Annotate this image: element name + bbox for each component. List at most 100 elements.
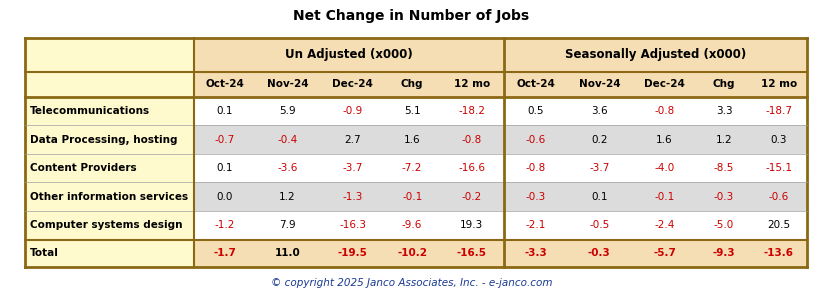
Bar (567, 154, 632, 182)
Bar (751, 71, 807, 97)
Text: Total: Total (30, 248, 58, 258)
Text: 5.9: 5.9 (279, 106, 295, 116)
Text: -5.0: -5.0 (714, 220, 734, 230)
Bar (320, 240, 385, 267)
Bar (632, 240, 697, 267)
Text: 0.1: 0.1 (591, 192, 607, 202)
Bar (385, 211, 439, 240)
Text: 1.2: 1.2 (279, 192, 295, 202)
Text: 5.1: 5.1 (404, 106, 421, 116)
Bar (751, 182, 807, 211)
Text: Data Processing, hosting: Data Processing, hosting (30, 135, 177, 145)
Text: -16.5: -16.5 (457, 248, 486, 258)
Bar (25, 125, 194, 154)
Text: -0.1: -0.1 (402, 192, 422, 202)
Bar (194, 38, 504, 71)
Bar (320, 182, 385, 211)
Text: Net Change in Number of Jobs: Net Change in Number of Jobs (294, 9, 529, 23)
Text: -8.5: -8.5 (714, 163, 734, 173)
Text: 1.6: 1.6 (404, 135, 421, 145)
Text: -0.7: -0.7 (214, 135, 235, 145)
Bar (697, 182, 751, 211)
Bar (504, 125, 567, 154)
Text: 20.5: 20.5 (767, 220, 790, 230)
Text: -3.7: -3.7 (589, 163, 610, 173)
Bar (194, 71, 255, 97)
Text: -0.4: -0.4 (277, 135, 298, 145)
Bar (194, 182, 255, 211)
Bar (751, 154, 807, 182)
Text: -16.3: -16.3 (339, 220, 366, 230)
Bar (25, 97, 194, 125)
Bar (504, 154, 567, 182)
Bar (385, 97, 439, 125)
Text: -3.6: -3.6 (277, 163, 298, 173)
Text: 0.5: 0.5 (528, 106, 544, 116)
Bar (25, 240, 194, 267)
Text: 11.0: 11.0 (275, 248, 300, 258)
Text: -0.8: -0.8 (462, 135, 481, 145)
Bar (697, 211, 751, 240)
Text: Other information services: Other information services (30, 192, 188, 202)
Bar (439, 240, 504, 267)
Bar (697, 71, 751, 97)
Text: 1.6: 1.6 (656, 135, 673, 145)
Bar (504, 71, 567, 97)
Text: Oct-24: Oct-24 (205, 79, 244, 89)
Bar (697, 125, 751, 154)
Text: -1.2: -1.2 (214, 220, 235, 230)
Bar (255, 71, 320, 97)
Text: -9.6: -9.6 (402, 220, 422, 230)
Text: -0.6: -0.6 (769, 192, 789, 202)
Text: 0.2: 0.2 (591, 135, 607, 145)
Bar (255, 211, 320, 240)
Bar (25, 71, 194, 97)
Bar (504, 182, 567, 211)
Text: -0.6: -0.6 (525, 135, 546, 145)
Bar (255, 97, 320, 125)
Bar (255, 125, 320, 154)
Text: -16.6: -16.6 (458, 163, 485, 173)
Text: -19.5: -19.5 (337, 248, 368, 258)
Text: -0.2: -0.2 (462, 192, 481, 202)
Bar (385, 71, 439, 97)
Bar (567, 97, 632, 125)
Text: -18.7: -18.7 (765, 106, 793, 116)
Bar (632, 154, 697, 182)
Bar (320, 125, 385, 154)
Text: 2.7: 2.7 (344, 135, 361, 145)
Text: -9.3: -9.3 (713, 248, 735, 258)
Bar (439, 154, 504, 182)
Bar (255, 240, 320, 267)
Text: -7.2: -7.2 (402, 163, 422, 173)
Bar (320, 211, 385, 240)
Bar (255, 154, 320, 182)
Text: 7.9: 7.9 (279, 220, 295, 230)
Bar (504, 38, 807, 71)
Bar (751, 240, 807, 267)
Bar (439, 125, 504, 154)
Text: -0.1: -0.1 (654, 192, 675, 202)
Bar (504, 240, 567, 267)
Text: -0.5: -0.5 (589, 220, 610, 230)
Bar (194, 211, 255, 240)
Bar (194, 154, 255, 182)
Text: -2.1: -2.1 (525, 220, 546, 230)
Bar (194, 240, 255, 267)
Bar (25, 182, 194, 211)
Text: 19.3: 19.3 (460, 220, 483, 230)
Bar (632, 97, 697, 125)
Text: Telecommunications: Telecommunications (30, 106, 150, 116)
Text: -3.7: -3.7 (342, 163, 363, 173)
Bar (194, 125, 255, 154)
Text: -2.4: -2.4 (654, 220, 675, 230)
Bar (697, 240, 751, 267)
Text: 0.3: 0.3 (770, 135, 787, 145)
Text: 0.1: 0.1 (216, 106, 233, 116)
Bar (385, 182, 439, 211)
Bar (567, 71, 632, 97)
Bar (25, 211, 194, 240)
Bar (567, 125, 632, 154)
Bar (567, 240, 632, 267)
Bar (320, 71, 385, 97)
